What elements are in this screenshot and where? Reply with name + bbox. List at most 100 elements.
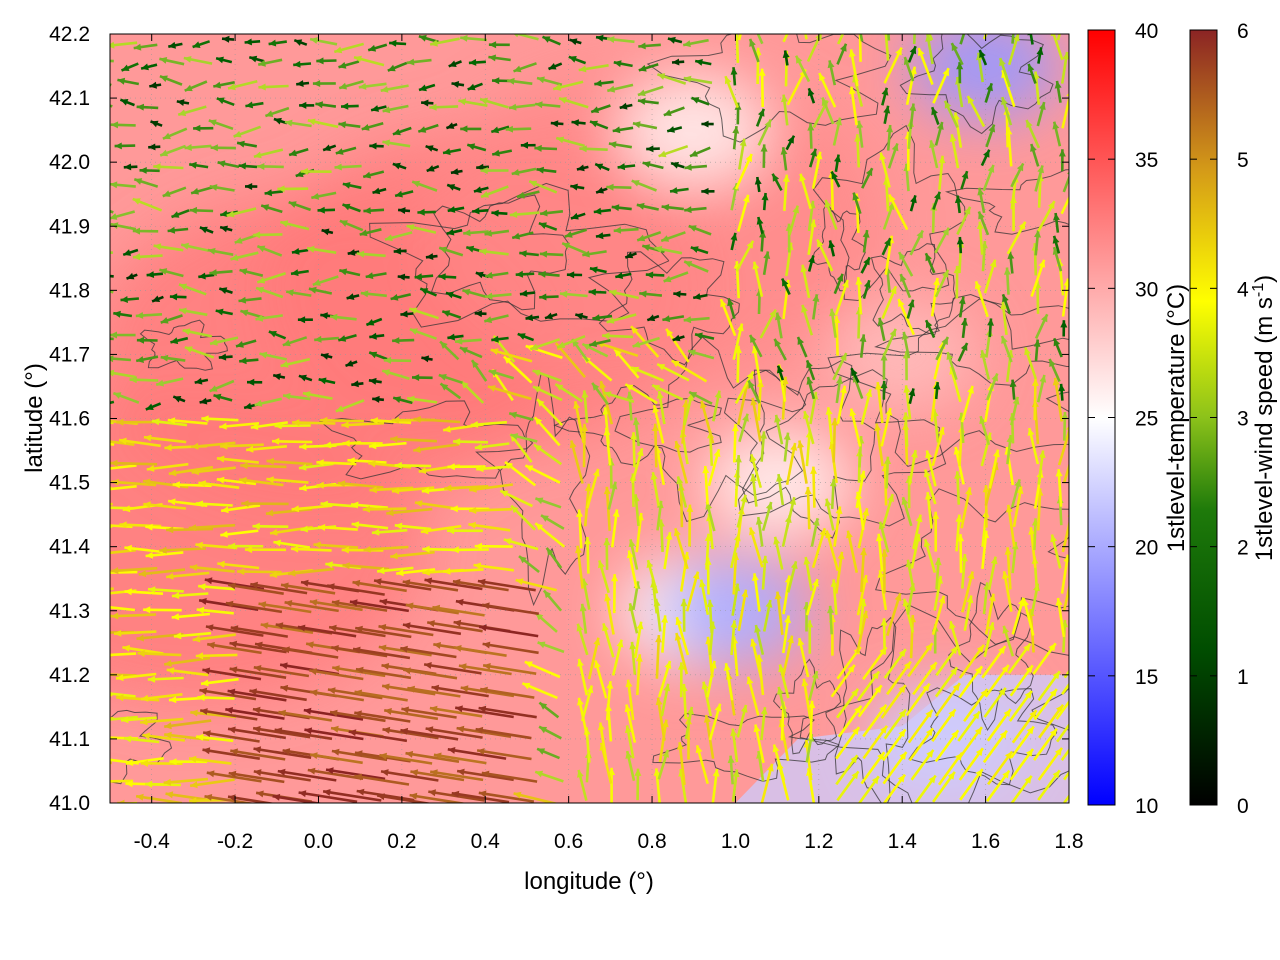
wind-arrow bbox=[123, 735, 160, 744]
wind-arrow bbox=[511, 231, 534, 240]
wind-arrow bbox=[429, 705, 483, 718]
wind-arrow bbox=[227, 542, 264, 550]
wind-arrow bbox=[1010, 775, 1033, 803]
wind-arrow bbox=[834, 154, 841, 173]
wind-arrow bbox=[119, 521, 162, 529]
wind-arrow bbox=[169, 293, 187, 301]
wind-arrow bbox=[143, 434, 187, 444]
wind-arrow bbox=[425, 144, 439, 152]
wind-arrow bbox=[882, 751, 908, 785]
wind-arrow bbox=[983, 259, 997, 294]
wind-arrow bbox=[110, 400, 115, 405]
wind-arrow bbox=[570, 183, 585, 191]
wind-arrow bbox=[448, 60, 462, 68]
wind-arrow bbox=[754, 176, 762, 193]
wind-arrow bbox=[151, 295, 164, 303]
wind-arrow bbox=[473, 562, 515, 572]
wind-arrow bbox=[474, 442, 510, 451]
wind-arrow bbox=[111, 566, 158, 575]
wind-arrow bbox=[308, 286, 333, 295]
wind-arrow bbox=[1060, 195, 1069, 215]
wind-arrow bbox=[249, 688, 307, 702]
wind-arrow bbox=[451, 790, 510, 803]
wind-arrow bbox=[1007, 251, 1015, 274]
wind-arrow bbox=[807, 219, 817, 255]
wind-arrow bbox=[1010, 478, 1022, 508]
wind-arrow bbox=[513, 34, 539, 41]
wind-arrow bbox=[1031, 378, 1039, 421]
x-tick-label: 0.8 bbox=[637, 830, 666, 853]
wind-arrow bbox=[423, 662, 482, 675]
wind-arrow bbox=[734, 455, 742, 487]
wind-arrow bbox=[334, 163, 362, 171]
wind-arrow bbox=[985, 124, 996, 148]
y-tick-label: 42.1 bbox=[49, 87, 90, 110]
wind-arrow bbox=[159, 268, 184, 278]
contour-line bbox=[652, 712, 840, 782]
wind-arrow bbox=[418, 83, 436, 92]
wind-arrow bbox=[597, 722, 608, 764]
wind-arrow bbox=[309, 668, 364, 681]
wind-arrow bbox=[320, 500, 357, 508]
wind-arrow bbox=[338, 60, 360, 69]
wind-arrow bbox=[402, 667, 458, 680]
wind-arrow bbox=[379, 752, 433, 765]
wind-arrow bbox=[110, 612, 157, 620]
wind-arrow bbox=[556, 334, 586, 349]
wind-arrow bbox=[571, 119, 586, 127]
wind-arrow bbox=[268, 330, 287, 340]
wind-arrow bbox=[285, 289, 312, 297]
wind-arrow bbox=[446, 183, 461, 191]
wind-arrow bbox=[606, 36, 635, 44]
wind-arrow bbox=[322, 144, 337, 152]
wind-arrow bbox=[233, 125, 262, 138]
wind-arrow bbox=[237, 568, 282, 576]
wind-arrow bbox=[288, 200, 312, 212]
wind-arrow bbox=[178, 307, 208, 317]
wind-arrow bbox=[450, 168, 463, 176]
wind-arrow bbox=[297, 624, 357, 638]
y-tick-label: 41.5 bbox=[49, 472, 90, 495]
wind-arrow bbox=[503, 538, 539, 551]
x-tick-label: 1.2 bbox=[804, 830, 833, 853]
contour-line bbox=[944, 169, 1069, 235]
wind-arrow bbox=[239, 477, 284, 487]
wind-arrow bbox=[674, 440, 689, 484]
wind-arrow bbox=[536, 76, 563, 86]
wind-arrow bbox=[837, 34, 845, 45]
wind-arrow bbox=[760, 763, 774, 803]
wind-arrow bbox=[138, 568, 186, 578]
wind-arrow bbox=[217, 160, 240, 169]
x-tick-label: -0.4 bbox=[134, 830, 171, 853]
wind-arrow bbox=[1007, 34, 1020, 66]
wind-arrow bbox=[254, 397, 282, 407]
wind-arrow bbox=[1032, 642, 1057, 675]
wind-arrow bbox=[228, 770, 285, 784]
contour-line bbox=[369, 182, 670, 328]
wind-arrow bbox=[316, 459, 357, 467]
wind-arrow bbox=[963, 595, 974, 631]
wind-arrow bbox=[732, 323, 744, 360]
wind-arrow bbox=[730, 620, 738, 656]
wind-arrow bbox=[836, 770, 860, 802]
wind-arrow bbox=[1060, 51, 1069, 84]
wind-arrow bbox=[1012, 486, 1024, 528]
wind-arrow bbox=[365, 317, 383, 327]
wind-arrow bbox=[807, 123, 815, 149]
wind-arrow bbox=[1030, 143, 1040, 167]
wind-arrow bbox=[317, 206, 336, 214]
wind-arrow bbox=[1061, 278, 1069, 317]
wind-arrow bbox=[1010, 162, 1025, 188]
wind-arrow bbox=[811, 527, 827, 569]
wind-arrow bbox=[168, 41, 183, 49]
wind-arrow bbox=[983, 687, 1007, 718]
wind-arrow bbox=[642, 161, 664, 170]
wind-arrow bbox=[1009, 664, 1034, 697]
wind-arrow bbox=[657, 660, 672, 698]
wind-arrow bbox=[966, 95, 986, 128]
wind-arrow bbox=[397, 207, 411, 214]
wind-arrow bbox=[322, 789, 382, 802]
wind-arrow bbox=[736, 194, 750, 232]
wind-arrow bbox=[631, 447, 644, 484]
